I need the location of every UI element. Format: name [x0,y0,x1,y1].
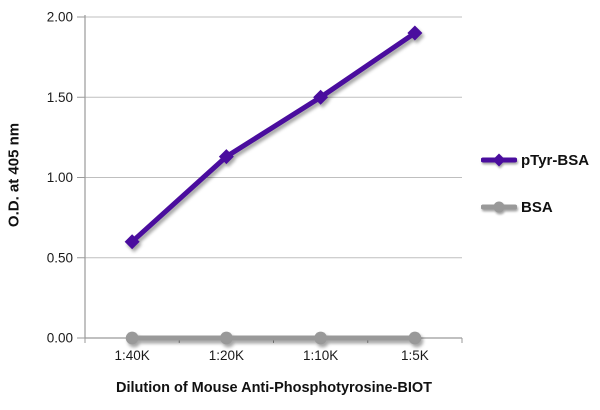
legend: pTyr-BSA BSA [481,151,590,216]
x-category-label: 1:40K [114,348,149,363]
data-point-bsa [408,331,422,345]
series-line-ptyr-bsa [129,30,418,245]
legend-marker-shape [492,153,506,167]
legend-marker-bsa-icon [481,201,517,213]
y-tick-label: 0.00 [47,331,73,346]
legend-marker-ptyr-bsa-icon [481,153,517,167]
data-point-ptyr-bsa [218,149,234,165]
data-point-bsa [220,331,233,345]
data-point-ptyr-bsa [407,25,423,41]
legend-marker-shape [493,201,505,213]
y-tick-label: 1.00 [47,170,73,185]
data-point-ptyr-bsa [124,234,140,250]
legend-label: BSA [521,198,553,216]
data-point-ptyr-bsa [313,89,329,105]
legend-item-ptyr-bsa: pTyr-BSA [481,151,590,169]
series-bsa [125,331,422,345]
x-category-label: 1:5K [401,348,429,363]
x-axis-title: Dilution of Mouse Anti-Phosphotyrosine-B… [115,380,433,396]
series-ptyr-bsa [124,25,423,250]
y-tick-label: 2.00 [47,10,73,25]
legend-label: pTyr-BSA [521,151,590,169]
y-tick-label: 1.50 [47,90,73,105]
data-point-bsa [314,331,327,345]
y-tick-label: 0.50 [47,250,73,265]
legend-item-bsa: BSA [481,198,589,216]
data-point-bsa [125,331,139,345]
x-category-label: 1:20K [209,348,244,363]
x-category-label: 1:10K [303,348,338,363]
